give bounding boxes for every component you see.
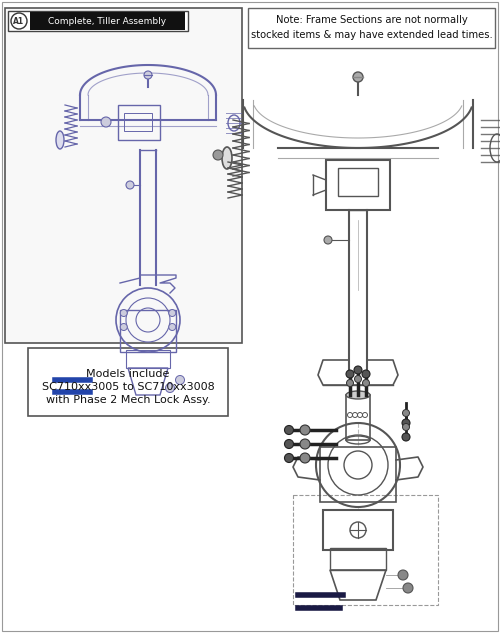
Circle shape xyxy=(168,310,175,316)
Circle shape xyxy=(354,366,362,374)
Text: stocked items & may have extended lead times.: stocked items & may have extended lead t… xyxy=(250,30,492,40)
Circle shape xyxy=(284,453,294,463)
Bar xyxy=(326,160,390,210)
Circle shape xyxy=(101,117,111,127)
Circle shape xyxy=(11,13,27,29)
Text: SC710xx3005 to SC710xx3008: SC710xx3005 to SC710xx3008 xyxy=(42,382,214,392)
Bar xyxy=(293,495,438,605)
Circle shape xyxy=(354,375,362,382)
Bar xyxy=(323,510,393,550)
Bar xyxy=(346,395,370,440)
Bar xyxy=(30,12,185,30)
Bar xyxy=(248,8,495,48)
Circle shape xyxy=(144,71,152,79)
Text: Note: Frame Sections are not normally: Note: Frame Sections are not normally xyxy=(276,15,468,25)
Bar xyxy=(8,11,188,31)
Bar xyxy=(5,8,242,343)
Circle shape xyxy=(402,423,409,430)
Circle shape xyxy=(213,150,223,160)
Ellipse shape xyxy=(346,391,370,399)
Circle shape xyxy=(300,453,310,463)
Circle shape xyxy=(402,419,410,427)
Text: Models include: Models include xyxy=(86,369,170,379)
Bar xyxy=(28,348,228,416)
Ellipse shape xyxy=(222,147,232,169)
Circle shape xyxy=(126,181,134,189)
Text: with Phase 2 Mech Lock Assy.: with Phase 2 Mech Lock Assy. xyxy=(46,395,210,405)
Circle shape xyxy=(168,323,175,330)
Bar xyxy=(120,310,176,352)
Circle shape xyxy=(362,370,370,378)
Bar xyxy=(124,113,152,131)
Circle shape xyxy=(402,433,410,441)
Circle shape xyxy=(120,310,128,316)
Text: A1: A1 xyxy=(14,16,24,25)
Circle shape xyxy=(176,375,184,384)
Circle shape xyxy=(403,583,413,593)
Circle shape xyxy=(402,410,409,417)
Circle shape xyxy=(284,425,294,434)
Circle shape xyxy=(346,380,354,387)
Bar xyxy=(126,350,170,368)
Ellipse shape xyxy=(56,131,64,149)
Circle shape xyxy=(324,236,332,244)
Circle shape xyxy=(300,425,310,435)
Circle shape xyxy=(120,323,128,330)
Circle shape xyxy=(398,570,408,580)
Circle shape xyxy=(300,439,310,449)
Circle shape xyxy=(284,439,294,449)
Bar xyxy=(320,447,396,502)
Bar xyxy=(118,105,160,140)
Circle shape xyxy=(346,370,354,378)
Bar xyxy=(330,548,386,570)
Bar xyxy=(338,168,378,196)
Circle shape xyxy=(166,384,174,392)
Circle shape xyxy=(362,380,370,387)
Circle shape xyxy=(353,72,363,82)
Text: Complete, Tiller Assembly: Complete, Tiller Assembly xyxy=(48,17,166,26)
